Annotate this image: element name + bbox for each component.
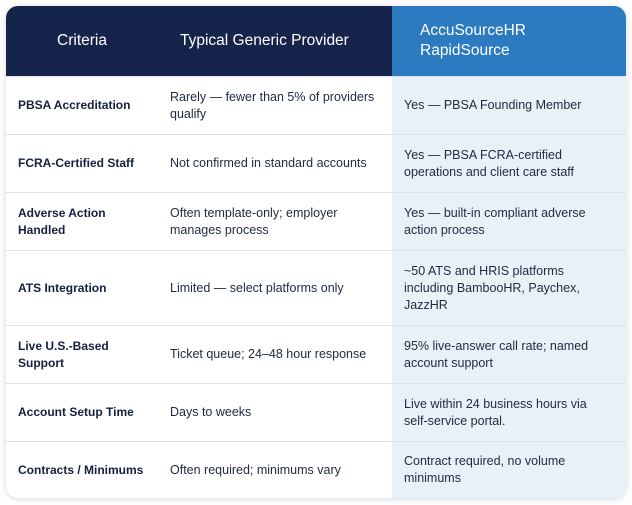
row-generic-value: Often template-only; employer manages pr… [170,205,338,237]
header-generic-provider: Typical Generic Provider [158,6,392,76]
table-row: Live U.S.-Based Support Ticket queue; 24… [6,325,626,383]
row-generic-value: Ticket queue; 24–48 hour response [170,347,367,361]
row-accusource-value: 95% live-answer call rate; named account… [392,326,626,383]
table-header-row: Criteria Typical Generic Provider AccuSo… [6,6,626,76]
header-accusourcehr-line2: RapidSource [420,42,510,59]
table-row: FCRA-Certified Staff Not confirmed in st… [6,134,626,192]
row-accusource-value: ~50 ATS and HRIS platforms including Bam… [392,251,626,325]
row-accusource-value: Yes — PBSA FCRA-certified operations and… [392,135,626,192]
row-generic-value: Limited — select platforms only [170,280,344,295]
row-criteria-label: FCRA-Certified Staff [18,156,134,170]
table-row: PBSA Accreditation Rarely — fewer than 5… [6,76,626,134]
table-row: Adverse Action Handled Often template-on… [6,192,626,250]
row-criteria-label: Live U.S.-Based Support [18,338,109,370]
row-criteria-label: Adverse Action Handled [18,205,106,237]
header-accusourcehr: AccuSourceHR RapidSource [392,6,626,76]
row-criteria-label: Account Setup Time [18,405,134,419]
row-generic-value: Often required; minimums vary [170,462,341,477]
row-criteria-label: ATS Integration [18,280,107,295]
table-row: ATS Integration Limited — select platfor… [6,250,626,325]
row-criteria-label: Contracts / Minimums [18,462,144,477]
row-generic-value: Not confirmed in standard accounts [170,156,367,170]
row-generic-value: Rarely — fewer than 5% of providers qual… [170,89,375,121]
row-accusource-value: Yes — PBSA Founding Member [392,77,626,134]
table-row: Account Setup Time Days to weeks Live wi… [6,383,626,441]
row-accusource-value: Yes — built-in compliant adverse action … [392,193,626,250]
header-accusourcehr-line1: AccuSourceHR [420,22,526,39]
row-accusource-value: Contract required, no volume minimums [392,442,626,498]
header-criteria: Criteria [6,6,158,76]
row-generic-value: Days to weeks [170,405,252,419]
row-accusource-value: Live within 24 business hours via self-s… [392,384,626,441]
table-row: Contracts / Minimums Often required; min… [6,441,626,498]
comparison-table: Criteria Typical Generic Provider AccuSo… [6,6,626,498]
row-criteria-label: PBSA Accreditation [18,98,131,112]
